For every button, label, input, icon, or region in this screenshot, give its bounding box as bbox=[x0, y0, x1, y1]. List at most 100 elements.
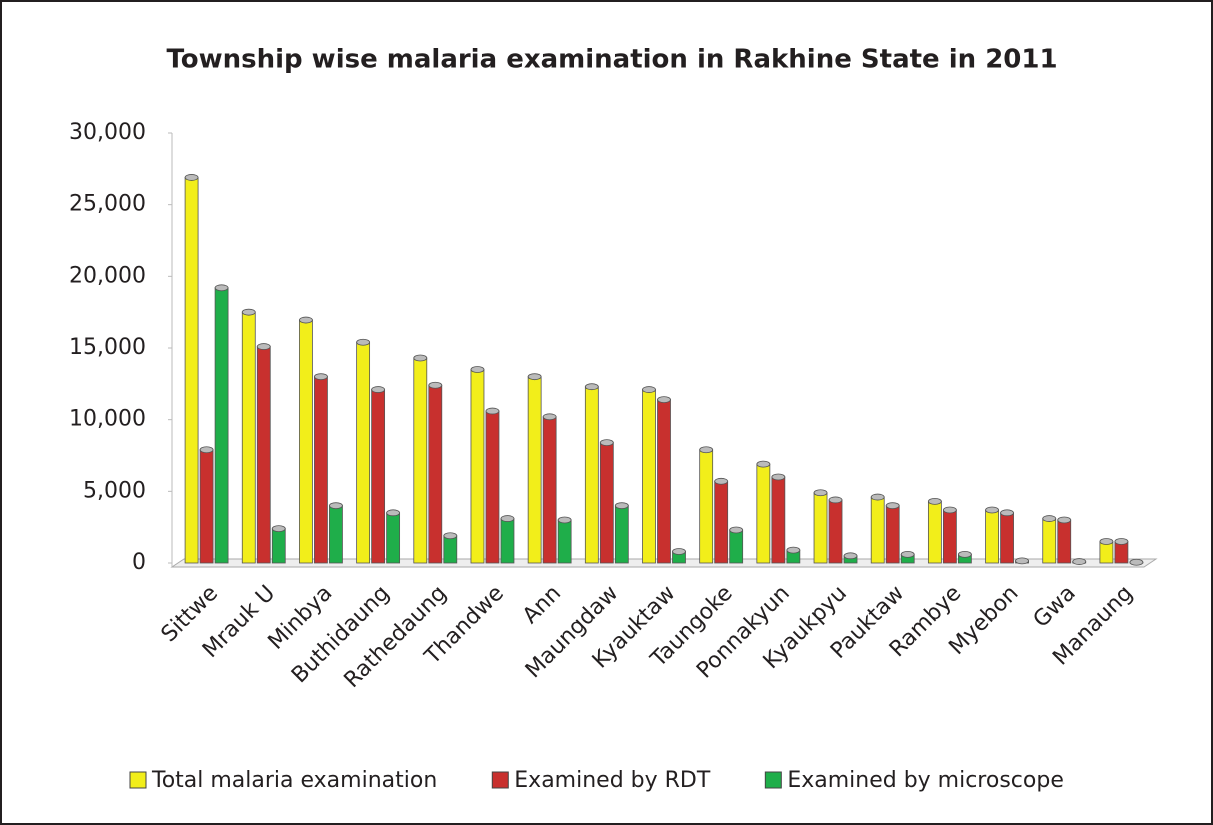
bar-cap bbox=[657, 396, 671, 404]
bar-cap bbox=[714, 477, 729, 485]
bar bbox=[470, 369, 485, 564]
bar bbox=[985, 509, 999, 564]
bar-cap bbox=[985, 506, 999, 514]
bar bbox=[584, 386, 599, 564]
bar-cap bbox=[756, 460, 771, 468]
bar-cap bbox=[314, 373, 328, 381]
bar bbox=[542, 416, 557, 564]
bar bbox=[885, 505, 900, 564]
bar bbox=[729, 529, 744, 564]
bar-cap bbox=[241, 308, 256, 316]
bar bbox=[657, 399, 671, 564]
bar bbox=[1042, 518, 1057, 564]
bar-cap bbox=[1042, 515, 1057, 522]
bar-cap bbox=[729, 526, 744, 534]
bar-cap bbox=[428, 381, 443, 389]
bar-cap bbox=[214, 284, 229, 292]
bar bbox=[756, 463, 771, 564]
bar-cap bbox=[557, 516, 572, 524]
bar-cap bbox=[470, 366, 485, 373]
bar-cap bbox=[199, 446, 214, 454]
legend-label: Examined by RDT bbox=[514, 768, 711, 793]
bar-cap bbox=[1015, 557, 1029, 565]
bar-cap bbox=[1072, 558, 1087, 565]
bar-cap bbox=[614, 502, 629, 510]
bar-cap bbox=[957, 551, 972, 558]
bar bbox=[927, 500, 942, 564]
bar-cap bbox=[500, 515, 515, 522]
bar-cap bbox=[1129, 558, 1144, 566]
bar-cap bbox=[828, 496, 843, 504]
bar bbox=[942, 509, 957, 564]
bar-cap bbox=[786, 546, 801, 554]
bar-cap bbox=[329, 502, 343, 510]
legend-label: Total malaria examination bbox=[151, 768, 437, 793]
bar bbox=[256, 346, 271, 564]
bar-cap bbox=[371, 386, 386, 393]
bar-cap bbox=[900, 551, 915, 558]
bar bbox=[557, 519, 572, 564]
legend-swatch bbox=[129, 771, 147, 789]
bar-cap bbox=[942, 506, 957, 514]
bar-cap bbox=[699, 446, 714, 454]
y-tick-label: 30,000 bbox=[69, 120, 146, 145]
bar bbox=[428, 384, 443, 564]
bar bbox=[241, 311, 256, 564]
bar-cap bbox=[386, 509, 401, 517]
bar-cap bbox=[927, 497, 942, 505]
bar-cap bbox=[485, 407, 500, 415]
bar-cap bbox=[1057, 516, 1072, 524]
bar bbox=[356, 341, 371, 564]
y-tick-label: 20,000 bbox=[69, 263, 146, 288]
bar bbox=[214, 287, 229, 564]
bar-cap bbox=[642, 386, 656, 393]
bar-cap bbox=[771, 473, 786, 481]
bar bbox=[329, 505, 343, 564]
bar bbox=[371, 389, 386, 564]
bar bbox=[870, 496, 885, 564]
bar-cap bbox=[599, 439, 614, 447]
bar-cap bbox=[672, 548, 686, 555]
bar-cap bbox=[299, 316, 313, 324]
bar bbox=[1057, 519, 1072, 564]
y-tick-label: 5,000 bbox=[83, 478, 146, 503]
bar bbox=[699, 449, 714, 564]
bar bbox=[642, 389, 656, 564]
bar-cap bbox=[843, 552, 858, 560]
bar-cap bbox=[443, 532, 458, 540]
bar-cap bbox=[1114, 538, 1129, 545]
bar-cap bbox=[813, 489, 828, 497]
y-tick-label: 10,000 bbox=[69, 407, 146, 432]
bar-cap bbox=[584, 383, 599, 391]
bar bbox=[184, 177, 199, 564]
bar bbox=[813, 492, 828, 564]
bar-cap bbox=[1099, 538, 1114, 545]
bar bbox=[599, 442, 614, 564]
bar-cap bbox=[413, 354, 428, 362]
bar bbox=[443, 535, 458, 564]
y-tick-label: 25,000 bbox=[69, 192, 146, 217]
bar-cap bbox=[870, 493, 885, 501]
y-tick-label: 0 bbox=[132, 550, 146, 575]
bar bbox=[485, 410, 500, 564]
bar-cap bbox=[527, 373, 542, 381]
bar-cap bbox=[271, 525, 286, 532]
bar bbox=[500, 518, 515, 564]
bar bbox=[614, 505, 629, 564]
bar-cap bbox=[885, 502, 900, 510]
bar-cap bbox=[542, 413, 557, 421]
bar-cap bbox=[184, 174, 199, 181]
bar-cap bbox=[356, 338, 371, 346]
bar bbox=[199, 449, 214, 564]
bar bbox=[828, 499, 843, 564]
bar bbox=[299, 319, 313, 564]
bar bbox=[386, 512, 401, 564]
bar-cap bbox=[1000, 509, 1014, 517]
bar bbox=[314, 376, 328, 564]
legend-label: Examined by microscope bbox=[787, 768, 1064, 793]
legend-swatch bbox=[764, 771, 782, 789]
bar bbox=[771, 476, 786, 564]
bar bbox=[1000, 512, 1014, 564]
